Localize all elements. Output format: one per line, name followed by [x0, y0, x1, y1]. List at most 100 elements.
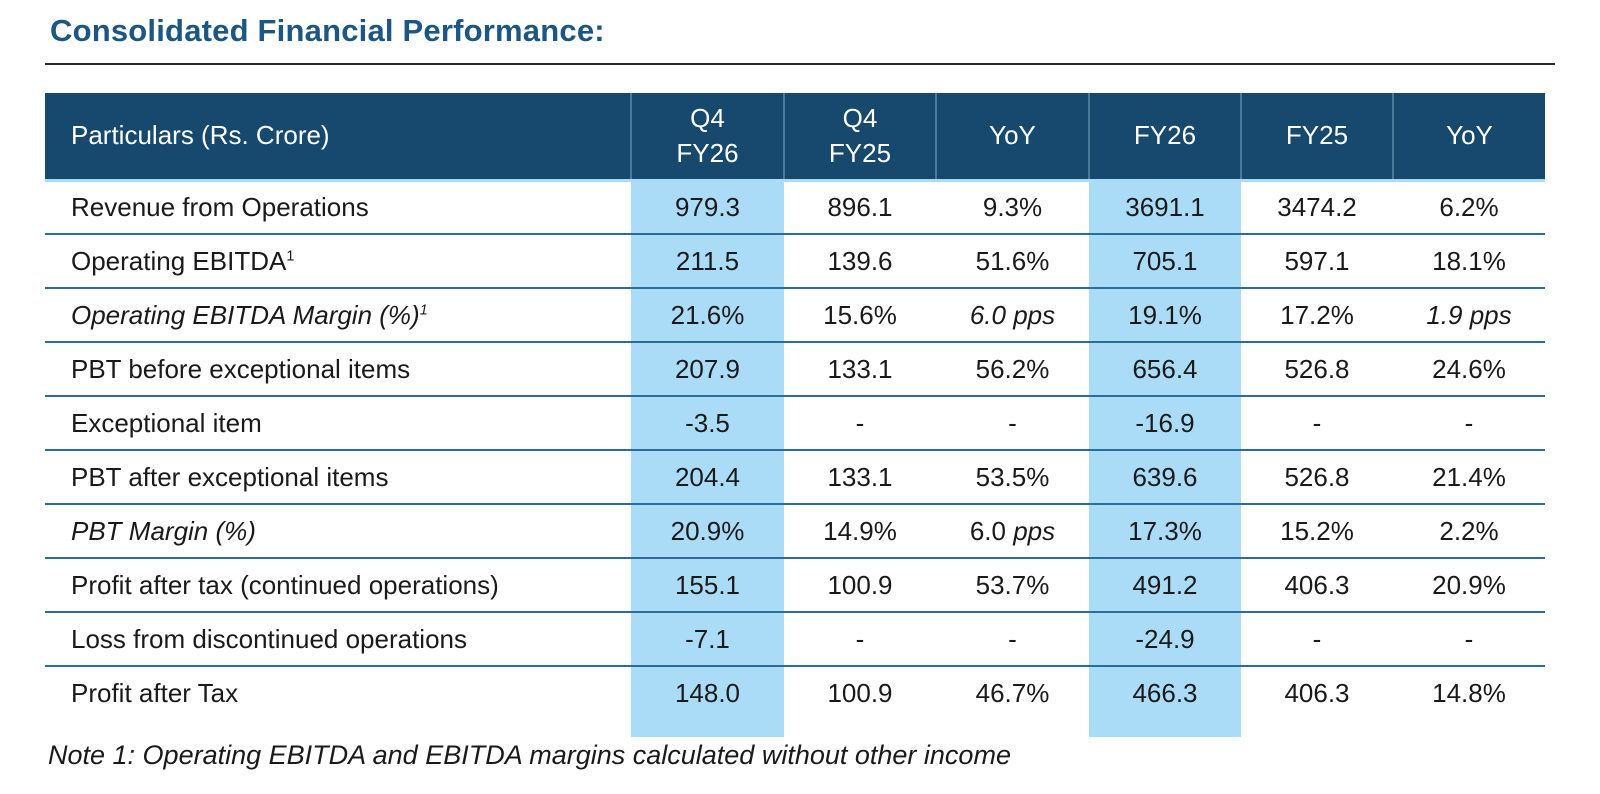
value-cell: -3.5 [631, 395, 784, 450]
table-row: Operating EBITDA1 211.5 139.6 51.6% 705.1 597… [45, 233, 1545, 288]
value-cell: 6.0 pps [936, 503, 1089, 558]
value-cell: - [1393, 395, 1545, 450]
spacer-cell [1393, 720, 1545, 737]
table-row: Profit after tax (continued operations) 1… [45, 557, 1545, 612]
title-rule [45, 63, 1555, 65]
value-cell: - [936, 611, 1089, 666]
row-label: Operating EBITDA Margin (%)1 [45, 287, 631, 342]
value-cell: 53.7% [936, 557, 1089, 612]
value-cell: - [1241, 611, 1393, 666]
spacer-cell [784, 720, 936, 737]
table-row: PBT after exceptional items 204.4 133.1 53.… [45, 449, 1545, 504]
row-label: Operating EBITDA1 [45, 233, 631, 288]
financial-table: Particulars (Rs. Crore) Q4 FY26 Q4 FY25 … [45, 93, 1545, 737]
value-cell: 21.6% [631, 287, 784, 342]
value-cell: 1.9 pps [1393, 287, 1545, 342]
header-cell-yoy-quarter: YoY [935, 93, 1089, 182]
value-cell: 15.2% [1241, 503, 1393, 558]
value-cell: 17.3% [1089, 503, 1241, 558]
highlight-extension [45, 720, 1545, 737]
value-cell: - [784, 395, 936, 450]
value-cell: 19.1% [1089, 287, 1241, 342]
row-label: Loss from discontinued operations [45, 611, 631, 666]
value-cell: 597.1 [1241, 233, 1393, 288]
value-cell: 139.6 [784, 233, 936, 288]
header-cell-fy25: FY25 [1240, 93, 1393, 182]
value-cell: 3691.1 [1089, 180, 1241, 234]
header-cell-q4-fy25: Q4 FY25 [783, 93, 936, 182]
value-cell: 656.4 [1089, 341, 1241, 396]
value-cell: 133.1 [784, 449, 936, 504]
value-cell: 526.8 [1241, 341, 1393, 396]
value-cell: 133.1 [784, 341, 936, 396]
value-cell: 896.1 [827, 191, 893, 222]
value-cell: 6.2% [1439, 191, 1499, 222]
value-cell: 14.9% [784, 503, 936, 558]
value-cell: 100.9 [784, 665, 936, 720]
value-cell: - [1241, 395, 1393, 450]
value-cell: 15.6% [784, 287, 936, 342]
value-cell: 705.1 [1089, 233, 1241, 288]
row-label: PBT before exceptional items [45, 341, 631, 396]
highlight-extension-cell [631, 720, 784, 737]
value-cell: 491.2 [1089, 557, 1241, 612]
spacer-cell [45, 720, 631, 737]
row-label: Profit after Tax [45, 665, 631, 720]
value-cell: 406.3 [1241, 557, 1393, 612]
value-cell: 100.9 [784, 557, 936, 612]
header-cell-fy26: FY26 [1088, 93, 1241, 182]
table-row: Revenue from Operations 979.3 896.1 9.3% 369… [45, 180, 1545, 234]
value-cell: 24.6% [1393, 341, 1545, 396]
row-label: Profit after tax (continued operations) [45, 557, 631, 612]
table-row: PBT before exceptional items 207.9 133.1 56… [45, 341, 1545, 396]
row-label: PBT Margin (%) [45, 503, 631, 558]
highlight-extension-cell [1089, 720, 1241, 737]
value-cell: 14.8% [1393, 665, 1545, 720]
value-cell: 155.1 [631, 557, 784, 612]
value-cell: 18.1% [1393, 233, 1545, 288]
value-cell: 204.4 [631, 449, 784, 504]
value-cell: 2.2% [1393, 503, 1545, 558]
table-row: PBT Margin (%) 20.9% 14.9% 6.0 pps 17.3% 15.2… [45, 503, 1545, 558]
value-cell: 51.6% [936, 233, 1089, 288]
value-cell: - [936, 395, 1089, 450]
header-cell-q4-fy26: Q4 FY26 [630, 93, 784, 182]
value-cell: 53.5% [936, 449, 1089, 504]
value-cell: 17.2% [1241, 287, 1393, 342]
value-cell: 466.3 [1089, 665, 1241, 720]
spacer-cell [936, 720, 1089, 737]
page-title: Consolidated Financial Performance: [50, 13, 605, 48]
value-cell: 3474.2 [1277, 191, 1357, 222]
value-cell: 639.6 [1089, 449, 1241, 504]
header-cell-yoy-year: YoY [1392, 93, 1545, 182]
header-cell-particulars: Particulars (Rs. Crore) [45, 93, 631, 182]
table-row: Operating EBITDA Margin (%)1 21.6% 15.6% 6.… [45, 287, 1545, 342]
value-cell: -7.1 [631, 611, 784, 666]
value-cell: 9.3% [982, 191, 1043, 222]
value-cell: 20.9% [631, 503, 784, 558]
value-cell: - [784, 611, 936, 666]
value-cell: -16.9 [1089, 395, 1241, 450]
value-cell: -24.9 [1089, 611, 1241, 666]
value-cell: 21.4% [1393, 449, 1545, 504]
spacer-cell [1241, 720, 1393, 737]
table-row: Exceptional item -3.5- - -16.9- - [45, 395, 1545, 450]
note-text: Note 1: Operating EBITDA and EBITDA marg… [48, 740, 1011, 770]
value-cell: 211.5 [631, 233, 784, 288]
value-cell: 148.0 [631, 665, 784, 720]
table-body: Revenue from Operations 979.3 896.1 9.3% 369… [45, 180, 1545, 737]
value-cell: 20.9% [1393, 557, 1545, 612]
value-cell: 56.2% [936, 341, 1089, 396]
row-label: Exceptional item [45, 395, 631, 450]
value-cell: - [1393, 611, 1545, 666]
row-label: Revenue from Operations [71, 191, 369, 222]
value-cell: 406.3 [1241, 665, 1393, 720]
value-cell: 207.9 [631, 341, 784, 396]
row-label: PBT after exceptional items [45, 449, 631, 504]
value-cell: 46.7% [936, 665, 1089, 720]
table-row: Loss from discontinued operations -7.1- - -… [45, 611, 1545, 666]
value-cell: 526.8 [1241, 449, 1393, 504]
value-cell: 979.3 [631, 180, 784, 234]
value-cell: 6.0 pps [936, 287, 1089, 342]
